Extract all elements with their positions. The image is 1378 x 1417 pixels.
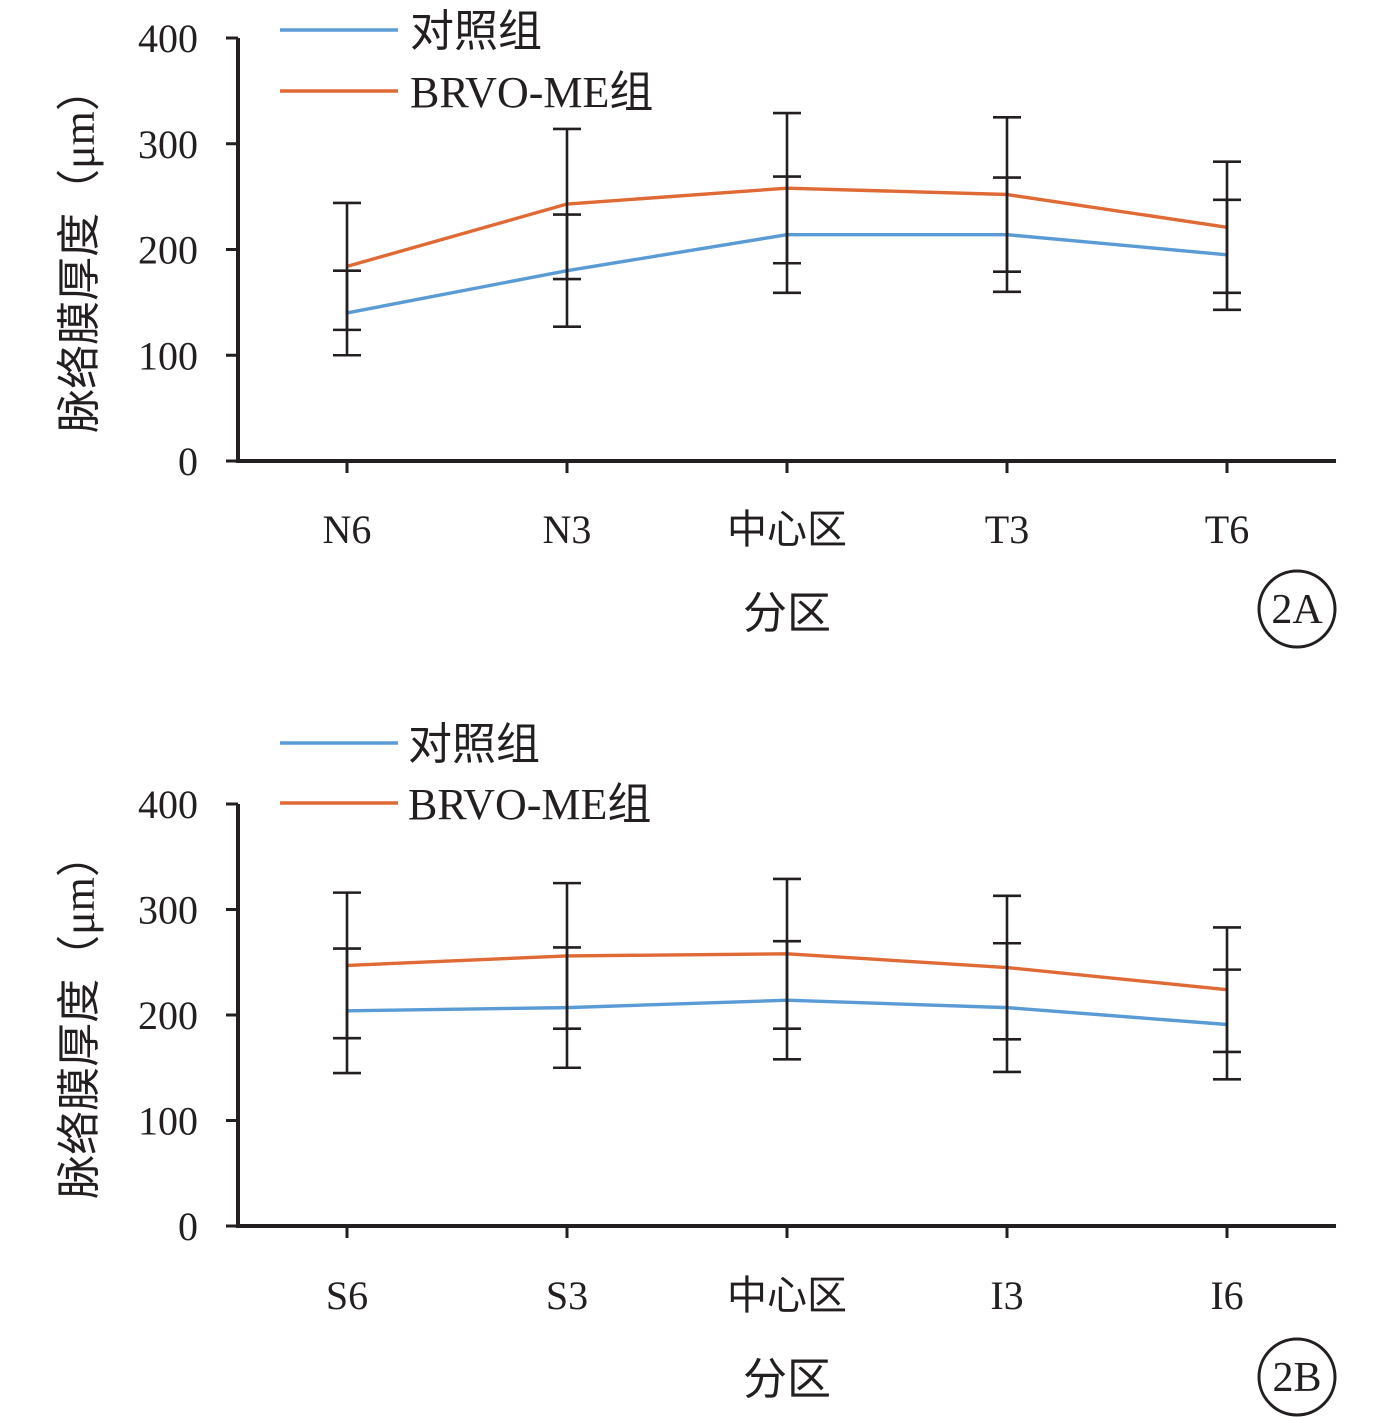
x-axis-title: 分区	[743, 1355, 831, 1404]
y-tick-label: 300	[138, 888, 198, 933]
y-tick-label: 300	[138, 122, 198, 167]
legend: 对照组 BRVO-ME组	[280, 720, 651, 829]
error-bar-brvo	[993, 894, 1021, 1041]
error-bar-brvo	[553, 881, 581, 1031]
y-tick-label: 200	[138, 228, 198, 273]
x-tick-label: 中心区	[727, 507, 847, 552]
error-bar-brvo	[553, 127, 581, 281]
error-bar-brvo	[773, 111, 801, 265]
x-tick-label: 中心区	[727, 1273, 847, 1318]
x-tick-label: N6	[323, 507, 372, 552]
y-tick-label: 100	[138, 333, 198, 378]
panel-tag-circle	[1257, 569, 1337, 649]
panel-tag-2b: 2B	[1257, 1337, 1337, 1417]
panel-tag-2a: 2A	[1257, 569, 1337, 649]
legend-label-control: 对照组	[410, 7, 542, 56]
x-tick-label: S3	[546, 1273, 588, 1318]
error-bar-brvo	[1213, 926, 1241, 1054]
legend-label-brvo: BRVO-ME组	[408, 780, 651, 829]
panel-tag-text: 2B	[1272, 1355, 1321, 1401]
panel-tag-text: 2A	[1271, 587, 1323, 633]
y-axis-title: 脉络膜厚度（μm）	[55, 833, 104, 1199]
legend-label-brvo: BRVO-ME组	[410, 68, 653, 117]
chart-panel-2a: 脉络膜厚度（μm） 分区 2A 对照组 BRVO-ME组 0 100 200 300 4…	[55, 7, 1337, 649]
y-tick-label: 400	[138, 782, 198, 827]
error-bar-brvo	[993, 116, 1021, 274]
x-axis-title: 分区	[743, 589, 831, 638]
y-tick-label: 0	[178, 439, 198, 484]
x-tick-label: S6	[326, 1273, 368, 1318]
legend: 对照组 BRVO-ME组	[280, 7, 653, 117]
y-tick-label: 0	[178, 1204, 198, 1249]
error-bar-brvo	[333, 891, 361, 1040]
x-tick-label: T3	[985, 507, 1029, 552]
x-tick-label: N3	[543, 507, 592, 552]
x-tick-label: I3	[990, 1273, 1023, 1318]
error-bar-brvo	[1213, 160, 1241, 295]
x-tick-label: T6	[1205, 507, 1249, 552]
legend-label-control: 对照组	[408, 720, 540, 769]
y-tick-label: 100	[138, 1099, 198, 1144]
error-bar-brvo	[773, 877, 801, 1031]
y-tick-label: 200	[138, 993, 198, 1038]
x-tick-label: I6	[1210, 1273, 1243, 1318]
error-bar-brvo	[333, 201, 361, 332]
y-tick-label: 400	[138, 16, 198, 61]
panel-tag-circle	[1257, 1337, 1337, 1417]
chart-panel-2b: 脉络膜厚度（μm） 分区 2B 对照组 BRVO-ME组 0 100 200 300 4…	[55, 720, 1337, 1417]
y-axis-title: 脉络膜厚度（μm）	[55, 67, 104, 433]
